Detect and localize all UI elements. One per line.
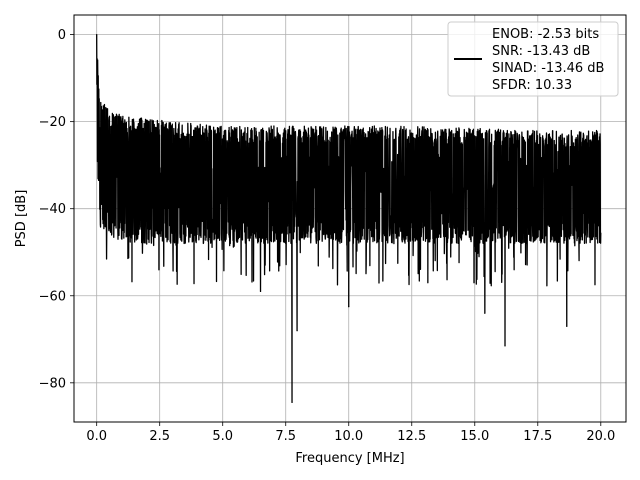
y-tick-label: −80 — [39, 376, 66, 391]
psd-notable-point — [96, 33, 98, 36]
y-tick-label: −60 — [39, 289, 66, 304]
psd-notable-point — [291, 401, 293, 404]
legend: ENOB: -2.53 bits SNR: -13.43 dB SINAD: -… — [447, 21, 619, 97]
x-tick-label: 5.0 — [212, 429, 233, 444]
legend-text-enob: ENOB: -2.53 bits — [492, 27, 599, 42]
x-tick-label: 15.0 — [460, 429, 489, 444]
x-tick-label: 2.5 — [149, 429, 170, 444]
psd-notable-point — [566, 325, 568, 327]
x-tick-label: 0.0 — [86, 429, 107, 444]
legend-text-snr: SNR: -13.43 dB — [492, 44, 590, 59]
psd-notable-point — [504, 345, 506, 347]
x-tick-label: 17.5 — [523, 429, 552, 444]
psd-notable-point — [484, 312, 486, 314]
y-tick-label: −20 — [39, 115, 66, 130]
axis-ticks: 0.0 2.5 5.0 7.5 10.0 12.5 15.0 17.5 20.0 0 −20 −40 −… — [39, 28, 616, 444]
y-axis-label: PSD [dB] — [14, 190, 29, 248]
legend-box — [447, 21, 619, 97]
psd-notable-point — [296, 329, 298, 332]
plot-area — [96, 33, 602, 404]
x-tick-label: 12.5 — [397, 429, 426, 444]
y-tick-label: 0 — [58, 28, 66, 43]
y-tick-label: −40 — [39, 202, 66, 217]
axes-frame — [73, 14, 627, 423]
x-axis-label: Frequency [MHz] — [295, 451, 404, 466]
psd-notable-point — [259, 290, 262, 293]
x-tick-label: 10.0 — [334, 429, 363, 444]
legend-text-sfdr: SFDR: 10.33 — [492, 78, 572, 93]
legend-text-sinad: SINAD: -13.46 dB — [492, 61, 604, 76]
x-tick-label: 7.5 — [275, 429, 296, 444]
psd-notable-point — [348, 306, 350, 308]
x-tick-label: 20.0 — [586, 429, 615, 444]
